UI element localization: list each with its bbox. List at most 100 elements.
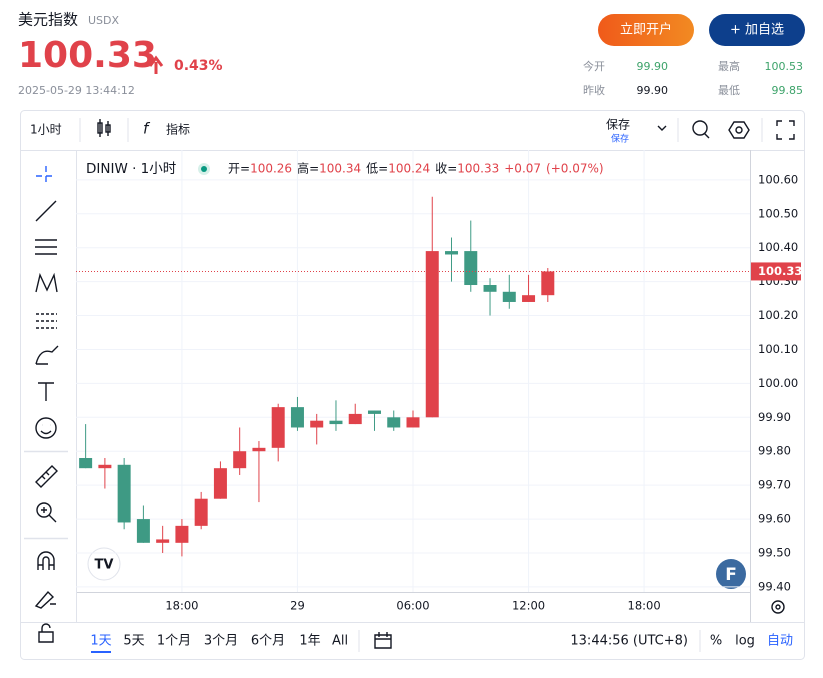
fullscreen-icon[interactable] [776,120,795,140]
axis-settings-icon[interactable] [771,600,785,614]
date-range-icon[interactable] [374,632,392,649]
range-button[interactable]: 5天 [123,634,144,649]
y-tick-label: 100.40 [758,240,798,254]
emoji-tool[interactable] [35,417,57,439]
y-tick-label: 99.50 [758,545,791,559]
up-arrow [148,55,164,74]
stat-value: 99.90 [637,84,669,97]
candle-body [387,417,401,428]
save[interactable]: 保存 [606,118,630,132]
candle-body [117,464,131,523]
stat-label: 昨收 [583,83,605,97]
fx-icon[interactable]: f [143,120,151,138]
ohlc-value: 100.26 [250,162,292,176]
lock-draw-tool[interactable] [34,590,56,609]
range-button[interactable]: 1个月 [157,634,191,649]
ohlc-value: 100.34 [319,162,361,176]
candle-body [271,407,285,448]
text-tool[interactable] [38,382,54,401]
x-tick-label: 29 [290,599,305,613]
interval[interactable]: 1小时 [30,123,62,137]
stats: 今开 99.90 最高 100.53 昨收 99.90 最低 99.85 [583,59,803,97]
range-button[interactable]: 6个月 [251,634,285,649]
range-button[interactable]: All [332,634,348,649]
candle-body [483,285,497,292]
candle-body [290,407,304,428]
x-tick-label: 18:00 [165,599,198,613]
legend-change-pct: (+0.07%) [546,162,604,176]
indicators[interactable]: 指标 [166,122,190,137]
y-tick-label: 100.10 [758,342,798,356]
brush-tool[interactable] [35,345,59,365]
candle-body [541,271,555,296]
x-tick-label: 18:00 [628,599,661,613]
candle-body [79,458,93,469]
open-account-button[interactable] [598,14,694,46]
lock-tool[interactable] [38,623,54,643]
range-button[interactable]: 1天 [90,634,111,649]
candle-type-icon[interactable] [97,119,111,137]
ruler-tool[interactable] [35,465,58,488]
chevron[interactable] [657,125,667,131]
x-tick-label: 06:00 [396,599,429,613]
scale-option[interactable]: 自动 [767,634,793,649]
symbol-label: DINIW · 1小时 [86,161,176,177]
candle-body [175,525,189,543]
settings-icon[interactable] [728,121,750,139]
y-tick-label: 99.70 [758,478,791,492]
channel-tool[interactable] [35,239,57,255]
scale-option[interactable]: log [735,634,755,649]
candle-body [233,451,247,469]
watchlist-button[interactable] [709,14,805,46]
candle-body [194,498,208,526]
zoom-plus [41,507,57,523]
line-tool[interactable] [35,200,57,222]
plot: 100.33 [76,196,802,557]
widget-frame [20,110,805,660]
alert-icon[interactable] [692,120,710,139]
stat-value: 100.53 [765,60,804,73]
range-button[interactable]: 3个月 [204,634,238,649]
magnet-tool[interactable] [37,551,55,570]
crosshair-tool[interactable] [36,166,56,186]
candle-body [98,464,112,469]
button-label[interactable]: 立即开户 [620,22,672,38]
f-logo[interactable] [716,559,746,589]
candle-body [406,417,420,428]
bottom-bar: 1天 5天 1个月 3个月 6个月 1年 All 13:44:56 (UTC+8)% log 自动 [90,630,793,653]
change-pct: 0.43% [174,58,223,74]
candle-body [464,251,478,286]
pattern-tool[interactable] [35,272,58,293]
save-sub[interactable]: 保存 [611,133,629,145]
price: 100.33 [18,35,157,76]
candle-body [252,447,266,452]
tv-logo-mark: TV [95,558,114,573]
left-toolbar [24,166,68,643]
range-button[interactable]: 1年 [299,634,320,649]
y-tick-label: 100.50 [758,206,798,220]
ohlc-label: 低= [366,162,388,176]
fib-tool[interactable] [36,313,57,329]
candle-body [156,539,170,543]
ohlc-label: 高= [297,161,319,176]
stat-label: 最高 [718,59,740,73]
candle-body [445,251,459,255]
ohlc-label: 收= [435,162,457,176]
scale-option[interactable]: % [710,634,722,649]
button-label[interactable]: + 加自选 [730,23,784,38]
y-tick-label: 100.00 [758,376,798,390]
candle-body [502,291,516,302]
grid: 100.60100.50100.40100.30100.20100.10100.… [76,150,798,613]
status-dot [201,166,207,172]
zoom-tool[interactable] [36,502,52,518]
candle-body [367,410,381,414]
stat-value: 99.85 [772,84,804,97]
candle-body [213,468,227,499]
legend: DINIW · 1小时 开= 100.26 高= 100.34 低= 100.24 收= 100… [86,161,604,178]
tv-logo[interactable] [87,547,121,581]
stat-value: 99.90 [637,60,669,73]
candle-body [329,420,343,425]
title: 美元指数 [18,11,78,29]
clock: 13:44:56 (UTC+8) [570,634,688,649]
